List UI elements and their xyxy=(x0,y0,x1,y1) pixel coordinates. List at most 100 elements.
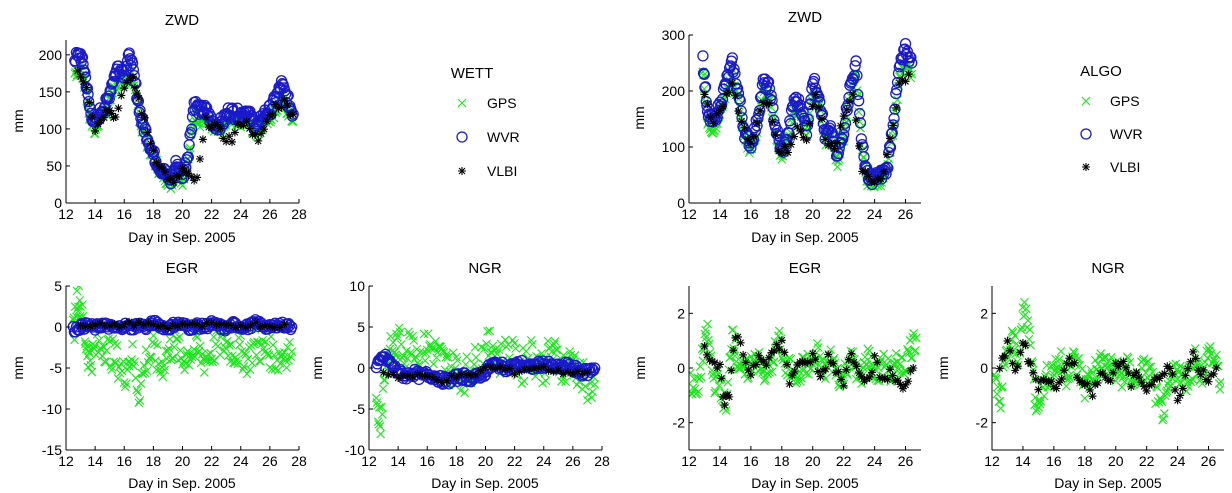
point-vlbi xyxy=(261,322,270,331)
y-tick-label: -2 xyxy=(673,415,686,431)
point-gps xyxy=(453,356,462,365)
x-tick-label: 22 xyxy=(204,453,220,469)
point-gps xyxy=(460,388,470,398)
point-gps xyxy=(139,360,149,370)
data-layer xyxy=(697,38,918,192)
point-vlbi xyxy=(1145,381,1154,390)
point-vlbi xyxy=(231,323,240,332)
point-vlbi xyxy=(777,336,786,345)
point-vlbi xyxy=(500,365,509,374)
x-tick-label: 20 xyxy=(1108,453,1124,469)
point-vlbi xyxy=(1085,385,1094,394)
point-vlbi xyxy=(491,364,500,373)
point-vlbi xyxy=(898,384,907,393)
point-vlbi xyxy=(725,88,734,97)
point-vlbi xyxy=(1106,376,1115,385)
point-gps xyxy=(375,421,385,431)
y-tick-label: 2 xyxy=(677,305,685,321)
point-vlbi xyxy=(880,374,889,383)
point-wvr xyxy=(853,95,865,107)
point-vlbi xyxy=(762,361,771,370)
point-vlbi xyxy=(1008,359,1017,368)
point-vlbi xyxy=(109,113,118,122)
point-vlbi xyxy=(849,358,858,367)
point-vlbi xyxy=(802,136,811,145)
legend-entry-wvr: WVR xyxy=(456,129,520,145)
point-vlbi xyxy=(1165,364,1174,373)
point-gps xyxy=(388,338,398,347)
point-gps xyxy=(541,376,551,386)
point-wvr xyxy=(83,95,95,108)
point-wvr xyxy=(196,107,209,120)
point-gps xyxy=(268,340,278,350)
legend-wett: WETT GPS WVR VLBI xyxy=(451,65,520,179)
point-vlbi xyxy=(816,372,825,381)
point-gps xyxy=(911,333,921,343)
point-gps xyxy=(813,343,823,352)
point-gps xyxy=(1209,354,1219,364)
point-wvr xyxy=(784,117,797,130)
point-vlbi xyxy=(715,106,724,115)
legend-gps-marker xyxy=(457,98,467,108)
point-vlbi xyxy=(790,367,799,376)
point-gps xyxy=(1175,361,1185,371)
series-vlbi xyxy=(700,332,918,410)
point-vlbi xyxy=(408,372,417,381)
x-tick-label: 24 xyxy=(233,453,249,469)
x-tick-label: 28 xyxy=(594,453,610,469)
point-vlbi xyxy=(94,120,103,129)
point-wvr xyxy=(379,348,392,361)
point-vlbi xyxy=(703,350,712,359)
point-vlbi xyxy=(834,367,843,376)
legend-gps-marker xyxy=(1081,96,1091,106)
x-axis-label: Day in Sep. 2005 xyxy=(751,229,859,245)
point-gps xyxy=(409,336,419,345)
point-vlbi xyxy=(703,99,712,108)
point-wvr xyxy=(698,68,710,80)
point-vlbi xyxy=(904,70,913,79)
point-vlbi xyxy=(754,351,763,360)
point-gps xyxy=(83,362,93,372)
point-vlbi xyxy=(180,167,189,176)
panel-algo-zwd: ZWD mm Day in Sep. 2005 12 14 16 18 20 22 24 26… xyxy=(631,9,921,245)
point-vlbi xyxy=(1155,374,1164,383)
point-wvr xyxy=(791,96,803,108)
point-vlbi xyxy=(848,90,857,99)
point-vlbi xyxy=(389,370,398,379)
y-tick-label: -10 xyxy=(42,401,62,417)
point-gps xyxy=(102,345,111,355)
point-gps xyxy=(247,358,257,368)
point-gps xyxy=(550,336,560,346)
point-vlbi xyxy=(534,364,543,373)
point-vlbi xyxy=(813,367,822,376)
x-tick-label: 16 xyxy=(1046,453,1062,469)
x-tick-label: 20 xyxy=(175,206,191,222)
point-gps xyxy=(1031,406,1041,416)
point-gps xyxy=(113,374,123,383)
point-gps xyxy=(587,393,596,403)
point-gps xyxy=(904,348,914,358)
panel-title: NGR xyxy=(468,260,502,277)
point-gps xyxy=(485,326,495,336)
point-vlbi xyxy=(110,320,119,329)
y-tick-label: 2 xyxy=(980,305,988,321)
point-gps xyxy=(696,372,706,382)
point-gps xyxy=(561,377,570,387)
point-gps xyxy=(413,358,423,368)
point-vlbi xyxy=(182,168,191,177)
point-vlbi xyxy=(403,371,412,380)
point-vlbi xyxy=(525,364,534,373)
point-vlbi xyxy=(1055,378,1064,387)
point-gps xyxy=(164,344,174,353)
point-vlbi xyxy=(741,358,750,367)
x-tick-label: 24 xyxy=(1170,453,1186,469)
point-vlbi xyxy=(442,376,451,385)
point-gps xyxy=(1064,371,1074,381)
y-tick-label: 0 xyxy=(54,319,62,335)
point-vlbi xyxy=(117,91,126,100)
point-vlbi xyxy=(143,128,152,137)
legend-title: ALGO xyxy=(1080,63,1122,80)
point-vlbi xyxy=(806,358,815,367)
point-gps xyxy=(710,388,720,398)
point-vlbi xyxy=(107,109,116,118)
